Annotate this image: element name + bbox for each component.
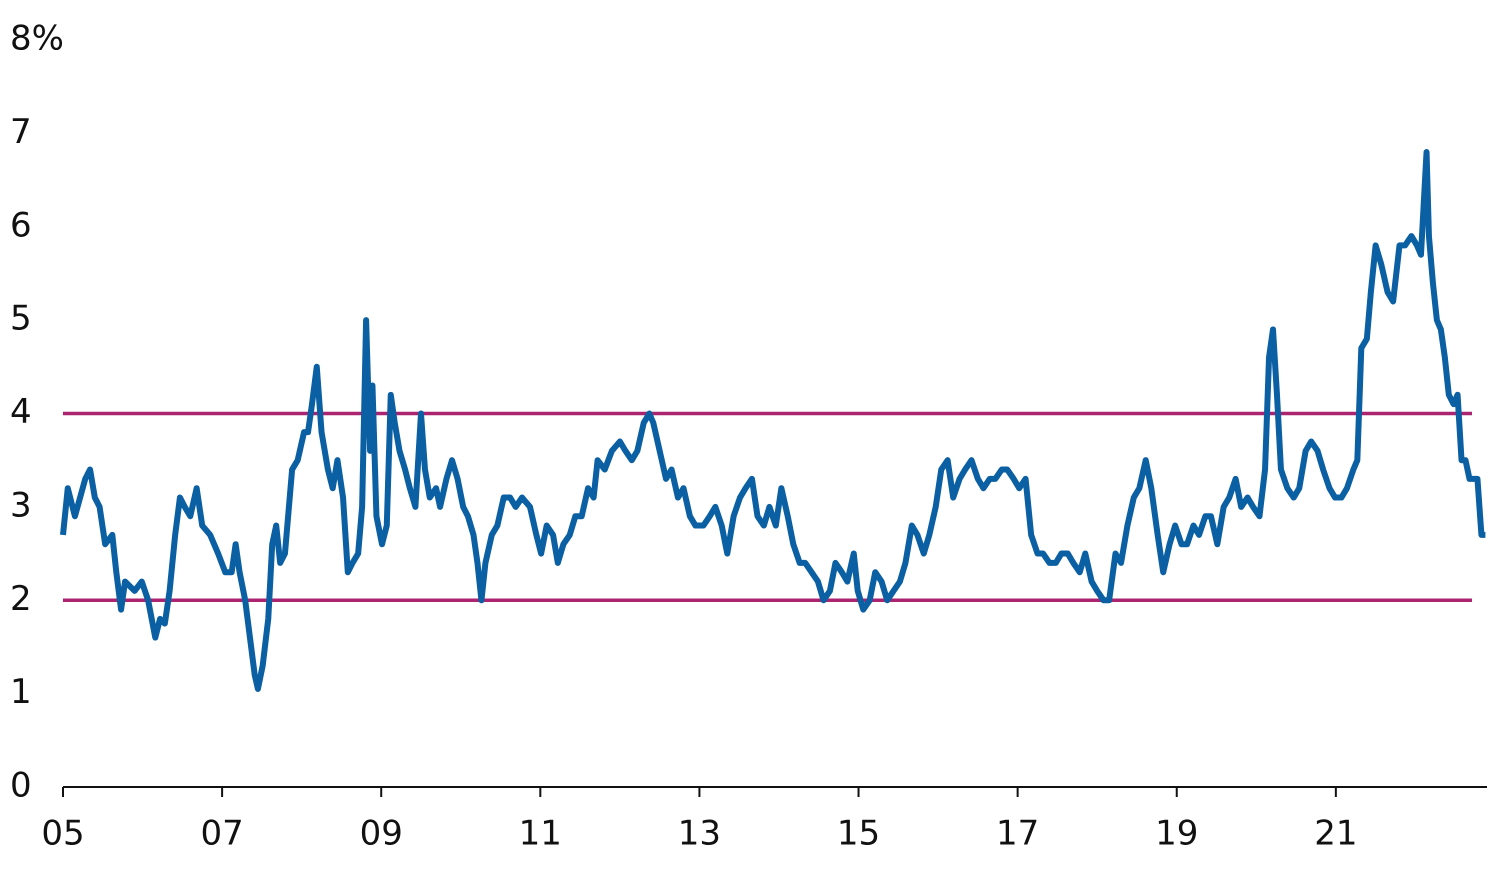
x-tick-label: 05 (41, 814, 84, 854)
y-tick-label: 5 (10, 299, 32, 339)
y-tick-label: 6 (10, 205, 32, 245)
y-tick-label: 2 (10, 579, 32, 619)
x-tick-label: 17 (996, 814, 1039, 854)
x-tick-label: 09 (360, 814, 403, 854)
y-tick-label: 7 (10, 112, 32, 152)
x-tick-label: 13 (678, 814, 721, 854)
x-tick-label: 21 (1314, 814, 1357, 854)
y-tick-label: 1 (10, 672, 32, 712)
x-tick-label: 19 (1155, 814, 1198, 854)
x-tick-label: 11 (519, 814, 562, 854)
y-tick-label: 4 (10, 392, 32, 432)
y-tick-label: 3 (10, 485, 32, 525)
x-tick-label: 07 (200, 814, 243, 854)
y-tick-label: 8% (10, 19, 64, 59)
y-tick-label: 0 (10, 766, 32, 806)
x-tick-label: 15 (837, 814, 880, 854)
series-line (60, 149, 1486, 692)
